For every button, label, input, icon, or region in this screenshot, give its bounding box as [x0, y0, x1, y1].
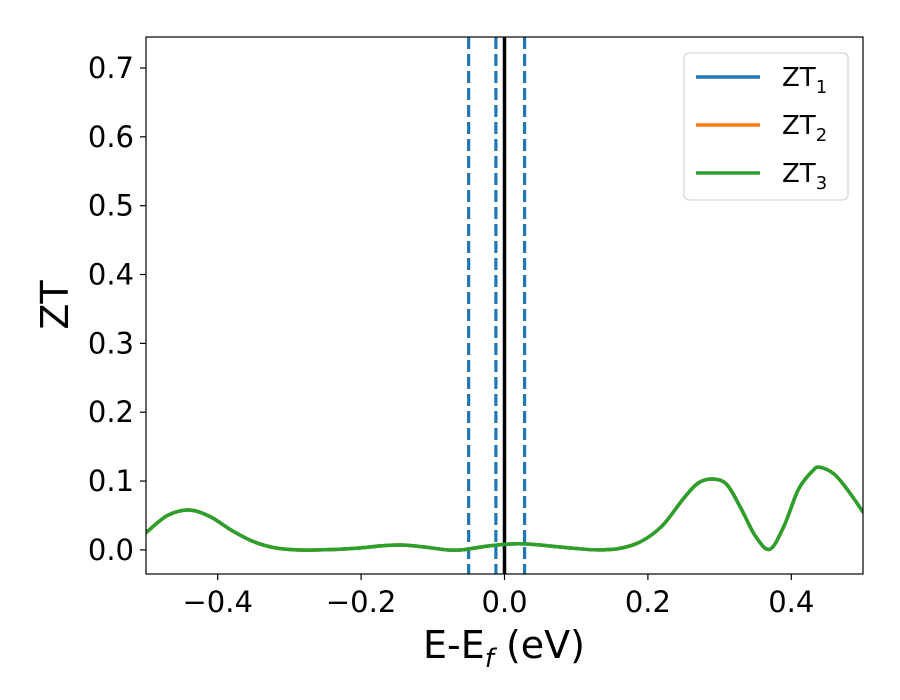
x-axis-title-rest: (eV) — [494, 623, 585, 667]
y-tick-label: 0.4 — [88, 258, 134, 292]
x-tick-label: 0.0 — [481, 585, 527, 619]
series-lines — [146, 465, 863, 552]
legend-label-zt3: ZT3 — [782, 159, 827, 194]
x-axis-title-main: E-E — [423, 623, 485, 667]
y-tick-label: 0.7 — [88, 51, 134, 85]
x-tick-label: 0.2 — [625, 585, 671, 619]
x-axis-title: E-Ef (eV) — [423, 623, 585, 674]
x-tick-label: −0.4 — [182, 585, 252, 619]
y-tick-label: 0.1 — [88, 464, 134, 498]
y-tick-label: 0.0 — [88, 533, 134, 567]
y-tick-label: 0.3 — [88, 326, 134, 360]
legend-label-zt2: ZT2 — [782, 111, 827, 146]
x-tick-label: −0.2 — [326, 585, 396, 619]
y-tick-label: 0.2 — [88, 395, 134, 429]
x-tick-label: 0.4 — [768, 585, 814, 619]
y-axis-ticks: 0.0 0.1 0.2 0.3 0.4 0.5 0.6 0.7 — [88, 51, 146, 567]
series-line-zt3 — [146, 465, 863, 552]
legend-label-zt1: ZT1 — [782, 63, 827, 98]
legend-items: ZT1 ZT2 ZT3 — [696, 63, 827, 194]
y-tick-label: 0.6 — [88, 120, 134, 154]
vertical-lines — [467, 37, 527, 574]
legend-box — [683, 52, 849, 201]
y-axis-title: ZT — [33, 280, 77, 330]
y-tick-label: 0.5 — [88, 189, 134, 223]
legend: ZT1 ZT2 ZT3 — [683, 52, 849, 201]
x-axis-ticks: −0.4 −0.2 0.0 0.2 0.4 — [182, 574, 814, 619]
